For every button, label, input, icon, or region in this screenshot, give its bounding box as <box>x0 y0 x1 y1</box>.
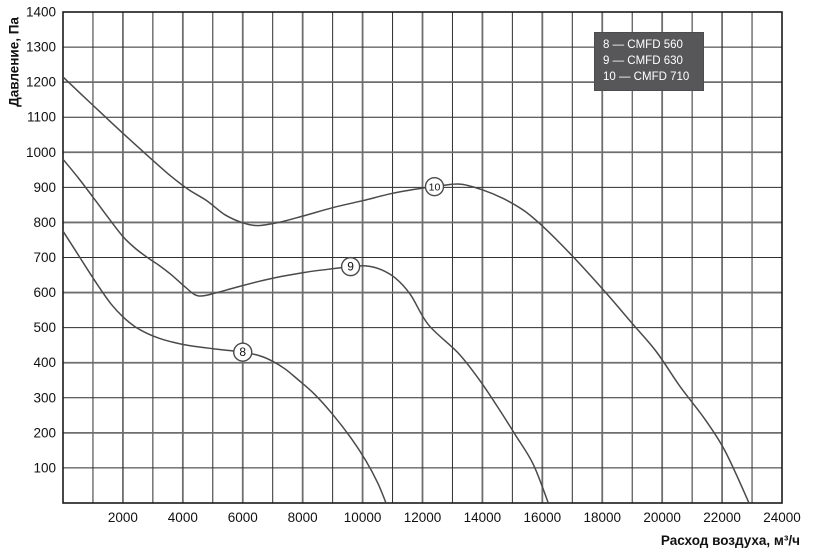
plot-frame <box>62 11 783 504</box>
y-tick-label: 500 <box>33 320 56 335</box>
x-tick-label: 16000 <box>524 510 562 525</box>
y-tick-label: 800 <box>33 215 56 230</box>
y-tick-label: 600 <box>33 285 56 300</box>
curve-cmfd-710 <box>62 76 750 504</box>
x-tick-label: 2000 <box>108 510 138 525</box>
x-tick-label: 8000 <box>288 510 318 525</box>
legend-item-cmfd-630: 9 — CMFD 630 <box>603 55 683 67</box>
legend-item-cmfd-560: 8 — CMFD 560 <box>603 39 683 51</box>
y-tick-label: 1400 <box>26 5 56 20</box>
x-tick-label: 4000 <box>168 510 198 525</box>
curve-marker-label-9: 9 <box>347 260 354 274</box>
curve-marker-9 <box>340 256 361 277</box>
legend-item-cmfd-710: 10 — CMFD 710 <box>603 71 690 83</box>
legend: 8 — CMFD 560 9 — CMFD 630 10 — CMFD 710 <box>595 33 703 90</box>
y-tick-label: 400 <box>33 355 56 370</box>
x-tick-label: 6000 <box>228 510 258 525</box>
y-tick-label: 200 <box>33 425 56 440</box>
y-tick-label: 700 <box>33 250 56 265</box>
y-tick-label: 300 <box>33 390 56 405</box>
y-tick-label: 100 <box>33 460 56 475</box>
x-axis-title: Расход воздуха, м³/ч <box>660 533 800 548</box>
x-tick-label: 22000 <box>703 510 741 525</box>
x-tick-label: 20000 <box>643 510 681 525</box>
x-tick-label: 12000 <box>404 510 442 525</box>
y-axis-title: Давление, Па <box>6 17 22 107</box>
y-tick-label: 1000 <box>26 145 56 160</box>
y-tick-label: 1300 <box>26 40 56 55</box>
y-tick-label: 900 <box>33 180 56 195</box>
y-tick-label: 1100 <box>27 110 56 125</box>
x-tick-label: 10000 <box>344 510 382 525</box>
curve-marker-label-10: 10 <box>429 182 441 194</box>
curve-cmfd-630 <box>62 158 549 504</box>
x-tick-label: 18000 <box>583 510 621 525</box>
curve-cmfd-560 <box>62 230 387 504</box>
x-tick-label: 14000 <box>464 510 502 525</box>
curve-marker-label-8: 8 <box>239 345 246 359</box>
y-tick-label: 1200 <box>26 75 56 90</box>
curve-marker-8 <box>233 342 253 362</box>
curve-marker-10 <box>424 176 445 197</box>
x-tick-label: 24000 <box>763 510 801 525</box>
